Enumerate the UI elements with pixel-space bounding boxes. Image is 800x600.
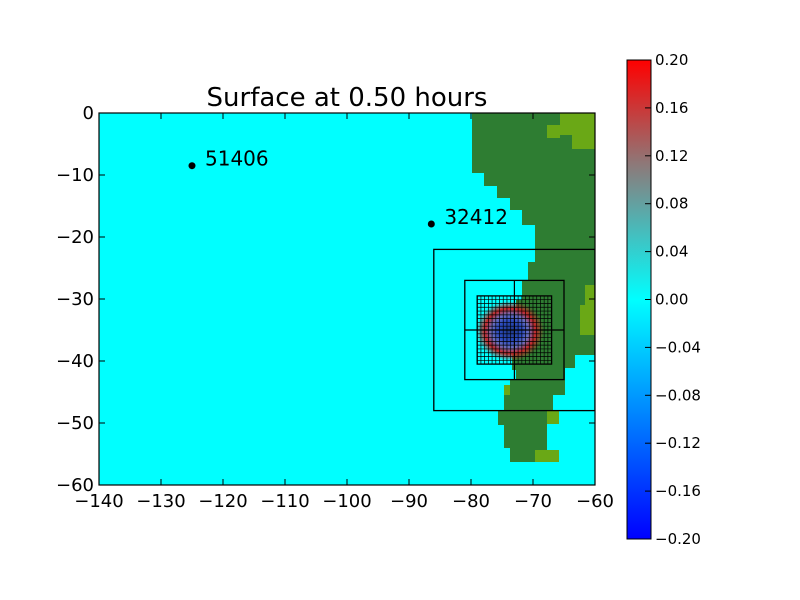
wave-disturbance xyxy=(476,301,544,361)
gauge-label: 51406 xyxy=(205,147,269,171)
gauge-markers: 51406 32412 xyxy=(188,147,508,229)
colorbar-tick-label: 0.00 xyxy=(655,291,688,309)
colorbar-tick-label: −0.08 xyxy=(655,386,701,404)
x-axis: −140 −130 −120 −110 −100 −90 −80 −70 −60 xyxy=(74,113,614,512)
x-tick-label: −80 xyxy=(452,491,490,512)
highland-patches xyxy=(504,113,595,462)
y-tick-label: −10 xyxy=(56,165,94,186)
x-tick-label: −60 xyxy=(576,491,614,512)
colorbar-tick-label: 0.08 xyxy=(655,195,688,213)
colorbar-tick-label: −0.12 xyxy=(655,434,701,452)
x-tick-label: −110 xyxy=(260,491,309,512)
refinement-boxes xyxy=(433,248,595,412)
colorbar-tick-label: 0.04 xyxy=(655,243,688,261)
y-axis: 0 −10 −20 −30 −40 −50 −60 xyxy=(56,103,595,496)
y-tick-label: −50 xyxy=(56,413,94,434)
x-tick-label: −120 xyxy=(198,491,247,512)
gauge-point xyxy=(188,162,196,170)
colorbar-tick-label: −0.04 xyxy=(655,338,701,356)
x-tick-label: −90 xyxy=(390,491,428,512)
y-tick-label: −30 xyxy=(56,289,94,310)
gauge-label: 32412 xyxy=(444,205,508,229)
x-tick-label: −100 xyxy=(322,491,371,512)
colorbar-tick-label: 0.20 xyxy=(655,51,688,69)
plot-area xyxy=(99,113,595,485)
colorbar-tick-label: −0.16 xyxy=(655,482,701,500)
colorbar-gradient xyxy=(626,59,652,540)
x-tick-label: −130 xyxy=(136,491,185,512)
x-tick-label: −70 xyxy=(514,491,552,512)
colorbar-tick-label: −0.20 xyxy=(655,530,701,548)
y-tick-label: −20 xyxy=(56,227,94,248)
colorbar-tick-label: 0.16 xyxy=(655,99,688,117)
colorbar-ticks: 0.20 0.16 0.12 0.08 0.04 0.00 −0.04 −0.08 −0.12 −… xyxy=(645,51,701,548)
chart-title: Surface at 0.50 hours xyxy=(207,83,488,113)
x-tick-label: −140 xyxy=(74,491,123,512)
y-tick-label: −60 xyxy=(56,475,94,496)
y-tick-label: 0 xyxy=(83,103,94,124)
colorbar-tick-label: 0.12 xyxy=(655,147,688,165)
colorbar: 0.20 0.16 0.12 0.08 0.04 0.00 −0.04 −0.08 −0.12 −… xyxy=(626,51,701,548)
y-tick-label: −40 xyxy=(56,351,94,372)
gauge-point xyxy=(427,220,435,228)
